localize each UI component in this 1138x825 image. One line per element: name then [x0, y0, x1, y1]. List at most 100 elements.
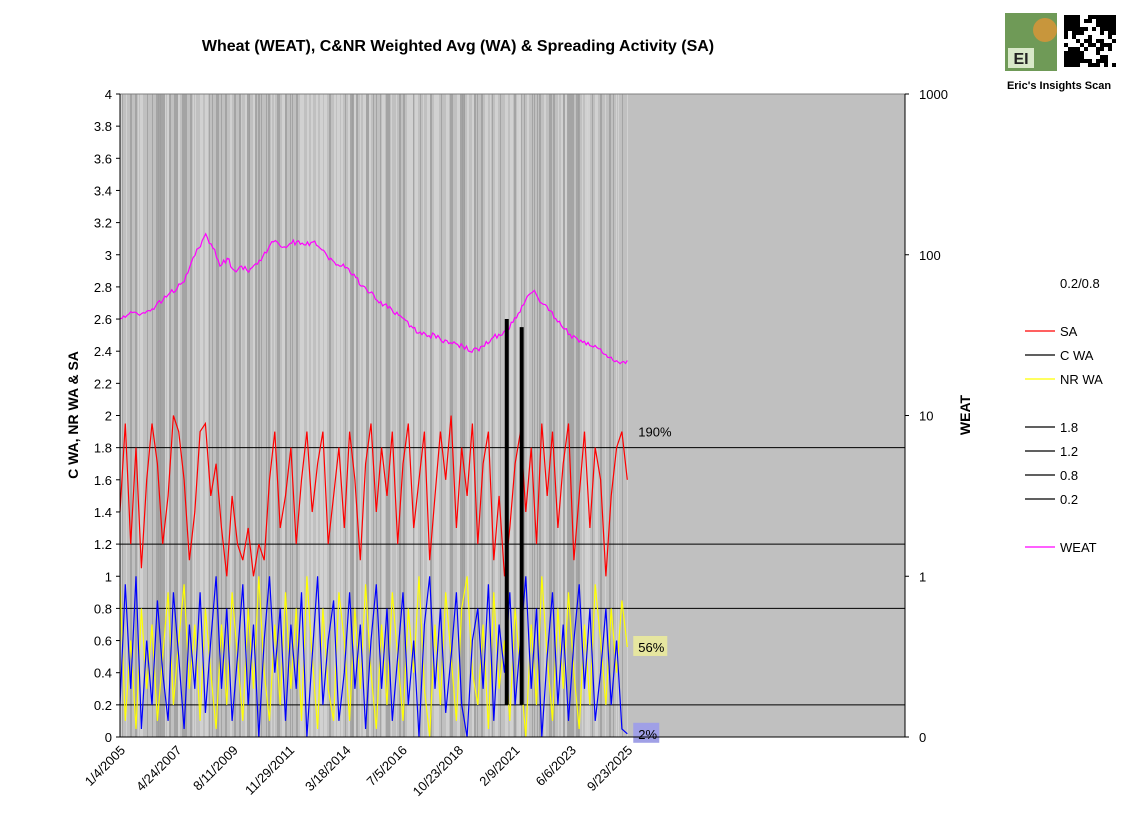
- qr-module: [1112, 23, 1116, 27]
- regime-band: [320, 94, 323, 737]
- regime-band: [290, 94, 291, 737]
- series-line-weat: [119, 232, 628, 365]
- regime-band: [356, 94, 358, 737]
- x-tick-label: 8/11/2009: [190, 743, 241, 794]
- regime-band: [142, 94, 143, 737]
- qr-module: [1064, 23, 1068, 27]
- regime-band: [324, 94, 327, 737]
- regime-band: [544, 94, 546, 737]
- series-line-nr-wa: [119, 576, 628, 738]
- qr-module: [1092, 63, 1096, 67]
- qr-module: [1068, 27, 1072, 31]
- regime-band: [474, 94, 476, 737]
- regime-band: [316, 94, 318, 737]
- legend-label: 0.2: [1060, 492, 1078, 507]
- regime-band: [512, 94, 513, 737]
- regime-band: [241, 94, 242, 737]
- regime-band: [420, 94, 421, 737]
- legend-label: NR WA: [1060, 372, 1103, 387]
- regime-band: [126, 94, 127, 737]
- y-tick-label: 3: [105, 248, 112, 263]
- regime-band: [578, 94, 580, 737]
- regime-band: [366, 94, 369, 737]
- regime-band: [120, 94, 122, 737]
- annotation-label: 56%: [638, 640, 664, 655]
- regime-band: [446, 94, 449, 737]
- qr-module: [1076, 47, 1080, 51]
- regime-band: [549, 94, 552, 737]
- regime-band: [277, 94, 280, 737]
- regime-band: [234, 94, 236, 737]
- qr-module: [1064, 15, 1068, 19]
- regime-band: [337, 94, 340, 737]
- regime-band: [567, 94, 570, 737]
- qr-module: [1084, 27, 1088, 31]
- logo-coin-icon: [1033, 18, 1057, 42]
- qr-module: [1076, 51, 1080, 55]
- qr-module: [1076, 31, 1080, 35]
- qr-module: [1108, 35, 1112, 39]
- qr-module: [1100, 55, 1104, 59]
- regime-band: [622, 94, 623, 737]
- regime-band: [274, 94, 275, 737]
- qr-module: [1068, 23, 1072, 27]
- qr-module: [1112, 63, 1116, 67]
- qr-module: [1100, 27, 1104, 31]
- qr-module: [1072, 55, 1076, 59]
- regime-band: [140, 94, 142, 737]
- qr-module: [1108, 27, 1112, 31]
- qr-module: [1108, 43, 1112, 47]
- qr-module: [1072, 19, 1076, 23]
- regime-band: [169, 94, 171, 737]
- legend-items: SA C WA NR WA 1.8 1.2 0.8 0.2 WEAT: [1025, 324, 1103, 555]
- regime-band: [457, 94, 460, 737]
- regime-band: [558, 94, 559, 737]
- y2-tick-label: 0: [919, 730, 926, 745]
- regime-band: [415, 94, 418, 737]
- qr-module: [1072, 35, 1076, 39]
- regime-band: [282, 94, 285, 737]
- legend-header: 0.2/0.8: [1060, 276, 1100, 291]
- qr-module: [1104, 59, 1108, 63]
- qr-module: [1100, 23, 1104, 27]
- qr-module: [1068, 59, 1072, 63]
- series-line-c-wa: [119, 576, 628, 738]
- qr-module: [1072, 51, 1076, 55]
- y2-tick-label: 100: [919, 248, 941, 263]
- x-tick-label: 1/4/2005: [82, 743, 128, 789]
- qr-module: [1092, 43, 1096, 47]
- y-tick-label: 2.4: [94, 344, 112, 359]
- qr-module: [1064, 59, 1068, 63]
- regime-band: [609, 94, 611, 737]
- qr-module: [1064, 55, 1068, 59]
- regime-band: [292, 94, 293, 737]
- regime-band: [605, 94, 606, 737]
- regime-band: [193, 94, 194, 737]
- x-tick-label: 3/18/2014: [302, 743, 354, 795]
- legend-label: 0.8: [1060, 468, 1078, 483]
- y-tick-label: 3.4: [94, 183, 112, 198]
- x-tick-label: 7/5/2016: [364, 743, 410, 789]
- regime-band: [585, 94, 588, 737]
- qr-module: [1104, 27, 1108, 31]
- regime-band: [209, 94, 210, 737]
- qr-module: [1104, 55, 1108, 59]
- regime-band: [216, 94, 219, 737]
- regime-band: [527, 94, 529, 737]
- y-tick-label: 3.2: [94, 216, 112, 231]
- regime-band: [403, 94, 405, 737]
- regime-band: [258, 94, 260, 737]
- regime-band: [182, 94, 185, 737]
- y-tick-label: 0.4: [94, 666, 112, 681]
- regime-band: [391, 94, 392, 737]
- regime-band: [329, 94, 331, 737]
- regime-band: [490, 94, 491, 737]
- regime-band: [176, 94, 178, 737]
- regime-band: [360, 94, 361, 737]
- regime-band: [386, 94, 389, 737]
- regime-band: [464, 94, 465, 737]
- legend: 0.2/0.8 SA C WA NR WA 1.8 1.2 0.8 0.2 WEAT: [1025, 276, 1103, 555]
- regime-band: [563, 94, 565, 737]
- qr-module: [1076, 15, 1080, 19]
- qr-module: [1088, 19, 1092, 23]
